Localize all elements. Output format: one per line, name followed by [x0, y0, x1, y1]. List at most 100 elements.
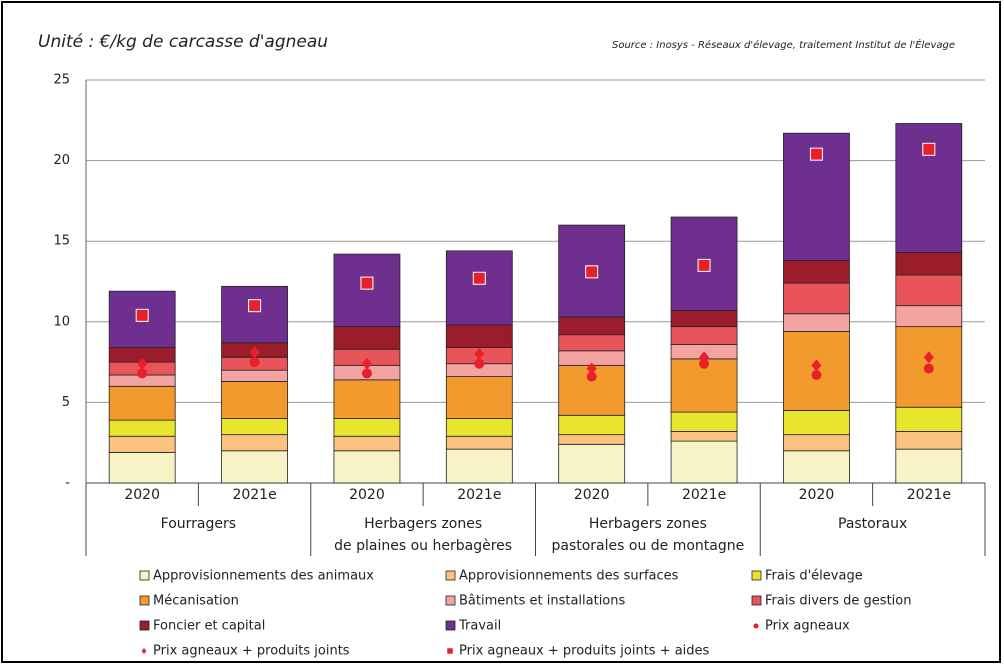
legend-label: Frais d'élevage	[765, 569, 863, 584]
marker	[586, 362, 597, 375]
marker	[474, 358, 485, 369]
x-tick-label: 2021e	[682, 487, 726, 503]
marker	[248, 299, 262, 313]
marker	[249, 346, 260, 359]
bar-segment	[108, 385, 176, 421]
bar-segment	[895, 274, 963, 307]
bar-segment	[333, 418, 401, 437]
bar-segment	[783, 260, 850, 284]
bar-segment	[333, 379, 401, 419]
legend-swatch	[139, 595, 150, 606]
x-tick-label: 2021e	[232, 487, 276, 503]
bar-segment	[221, 381, 288, 419]
group-label: Herbagers zones	[364, 516, 482, 532]
bar-segment	[670, 310, 738, 328]
legend-symbol	[141, 648, 147, 654]
x-tick-label: 2020	[349, 487, 385, 503]
bar-segment	[783, 282, 850, 315]
group-label: de plaines ou herbagères	[334, 538, 512, 554]
source: Source : Inosys - Réseaux d'élevage, tra…	[612, 38, 955, 51]
bar-segment	[895, 406, 963, 432]
legend-label: Prix agneaux	[765, 619, 850, 634]
bar-segment	[108, 451, 176, 484]
legend-swatch	[445, 570, 456, 581]
bar-segment	[670, 411, 738, 432]
y-tick-label: 20	[53, 153, 70, 168]
marker	[923, 351, 934, 364]
bar-segment	[333, 326, 401, 350]
bar-segment	[445, 324, 513, 348]
marker	[697, 258, 711, 272]
bar-segment	[558, 434, 626, 445]
bar-segment	[558, 316, 626, 336]
marker	[361, 368, 372, 379]
legend-swatch	[139, 570, 150, 581]
bar-segment	[558, 443, 626, 484]
bar-segment	[670, 326, 738, 345]
legend-label: Travail	[458, 619, 501, 634]
marker	[137, 357, 148, 370]
x-tick-label: 2020	[574, 487, 610, 503]
marker	[811, 359, 822, 372]
legend-symbol	[446, 647, 454, 655]
legend-label: Approvisionnements des animaux	[153, 569, 374, 584]
chart-title: Unité : €/kg de carcasse d'agneau	[38, 32, 328, 52]
bar-segment	[333, 435, 401, 452]
y-tick-label: 15	[53, 234, 70, 249]
bar-segment	[895, 252, 963, 276]
bar-segment	[670, 431, 738, 442]
bar-segment	[895, 448, 963, 484]
bar-segment	[108, 435, 176, 453]
group-label: Pastoraux	[838, 516, 907, 532]
bar-segment	[783, 450, 850, 484]
marker	[137, 368, 148, 379]
marker	[923, 363, 934, 374]
legend-swatch	[445, 620, 456, 631]
bar-segment	[221, 434, 288, 452]
bar-segment	[670, 358, 738, 413]
bar-segment	[221, 369, 288, 382]
bar-segment	[333, 253, 401, 328]
bar-segment	[783, 313, 850, 332]
group-label: pastorales ou de montagne	[551, 538, 744, 554]
x-tick-label: 2020	[124, 487, 160, 503]
x-tick-label: 2021e	[457, 487, 501, 503]
bar-segment	[221, 450, 288, 484]
bar-segment	[445, 418, 513, 437]
bar-segment	[108, 419, 176, 437]
marker	[361, 357, 372, 370]
y-tick-label: -	[65, 476, 70, 491]
marker	[249, 357, 260, 368]
legend-swatch	[445, 595, 456, 606]
bar-segment	[445, 376, 513, 419]
x-tick-label: 2021e	[907, 487, 951, 503]
marker	[586, 371, 597, 382]
bar-segment	[221, 285, 288, 344]
marker	[699, 358, 710, 369]
marker	[809, 147, 823, 161]
legend-label: Mécanisation	[153, 594, 239, 609]
bar-segment	[445, 250, 513, 326]
legend-symbol	[753, 623, 759, 629]
legend-label: Bâtiments et installations	[459, 594, 626, 609]
marker	[474, 348, 485, 361]
group-label: Herbagers zones	[589, 516, 707, 532]
bar-segment	[783, 410, 850, 436]
legend-swatch	[751, 595, 762, 606]
bar-segment	[895, 305, 963, 328]
bar-segment	[221, 418, 288, 436]
bar-segment	[895, 431, 963, 450]
marker	[922, 142, 936, 156]
bar-segment	[558, 414, 626, 436]
legend-label: Prix agneaux + produits joints	[153, 644, 350, 659]
marker	[472, 271, 486, 285]
legend-label: Frais divers de gestion	[765, 594, 911, 609]
bar-segment	[445, 435, 513, 450]
legend-swatch	[139, 620, 150, 631]
legend-swatch	[751, 570, 762, 581]
bar-segment	[333, 450, 401, 484]
marker	[360, 276, 374, 290]
bar-segment	[558, 334, 626, 352]
